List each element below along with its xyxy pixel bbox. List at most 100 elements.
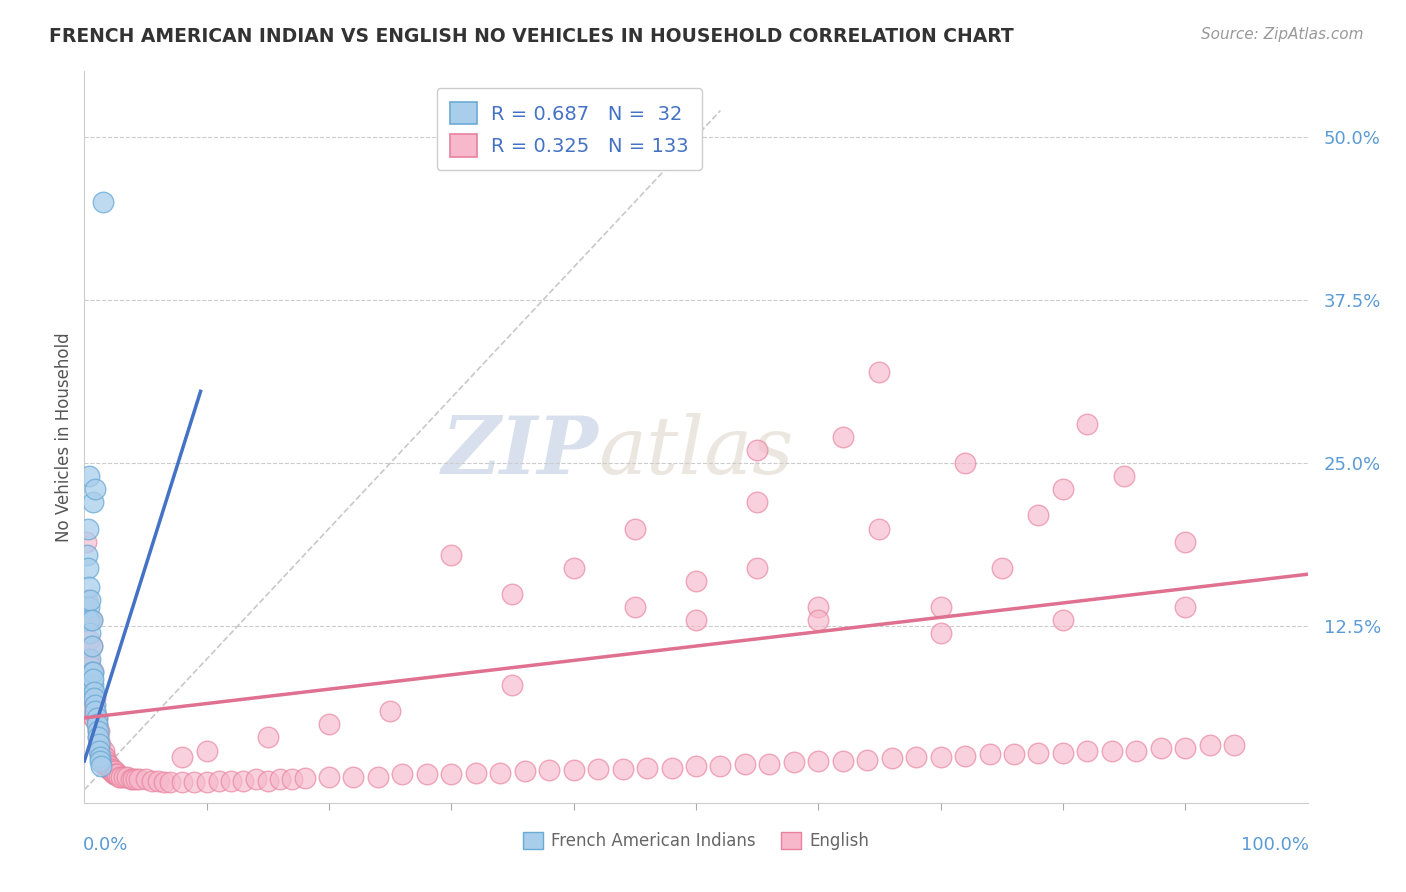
Point bbox=[87, 723, 110, 738]
Point bbox=[89, 754, 111, 768]
Point bbox=[979, 747, 1001, 762]
Point bbox=[122, 772, 145, 787]
Point bbox=[159, 775, 181, 789]
Point bbox=[734, 756, 756, 771]
Point bbox=[104, 767, 127, 781]
Point bbox=[807, 754, 830, 768]
Point bbox=[94, 756, 117, 771]
Point bbox=[1125, 743, 1147, 757]
Point bbox=[869, 521, 891, 535]
Point bbox=[685, 759, 707, 773]
Point bbox=[77, 599, 100, 614]
Point bbox=[90, 743, 112, 757]
Text: FRENCH AMERICAN INDIAN VS ENGLISH NO VEHICLES IN HOUSEHOLD CORRELATION CHART: FRENCH AMERICAN INDIAN VS ENGLISH NO VEH… bbox=[49, 27, 1014, 45]
Point bbox=[172, 775, 194, 789]
Point bbox=[101, 764, 124, 779]
Point bbox=[80, 613, 103, 627]
Point bbox=[183, 775, 205, 789]
Point bbox=[94, 750, 117, 764]
Point bbox=[83, 698, 105, 712]
Point bbox=[80, 639, 103, 653]
Point bbox=[624, 599, 647, 614]
Point bbox=[342, 770, 364, 784]
Point bbox=[153, 775, 176, 789]
Point bbox=[367, 770, 389, 784]
Point bbox=[82, 495, 104, 509]
Point bbox=[1174, 740, 1197, 755]
Point bbox=[502, 587, 524, 601]
Point bbox=[281, 772, 304, 787]
Point bbox=[87, 743, 110, 757]
Text: Source: ZipAtlas.com: Source: ZipAtlas.com bbox=[1201, 27, 1364, 42]
Text: ZIP: ZIP bbox=[441, 413, 598, 491]
Point bbox=[76, 593, 98, 607]
Point bbox=[440, 548, 463, 562]
Point bbox=[77, 469, 100, 483]
Point bbox=[105, 767, 128, 781]
Point bbox=[1174, 599, 1197, 614]
Point bbox=[513, 764, 536, 779]
Point bbox=[1076, 417, 1098, 431]
Point bbox=[636, 760, 658, 774]
Point bbox=[195, 775, 218, 789]
Point bbox=[245, 772, 267, 787]
Point bbox=[86, 717, 108, 731]
Point bbox=[97, 759, 120, 773]
Point bbox=[929, 599, 952, 614]
Point bbox=[97, 759, 120, 773]
Point bbox=[77, 613, 100, 627]
Point bbox=[82, 672, 104, 686]
Point bbox=[232, 773, 254, 788]
Point bbox=[661, 760, 683, 774]
Point bbox=[87, 723, 110, 738]
Point bbox=[77, 672, 100, 686]
Point bbox=[880, 751, 903, 765]
Point bbox=[869, 365, 891, 379]
Point bbox=[953, 456, 976, 470]
Point bbox=[1052, 613, 1074, 627]
Point bbox=[747, 495, 769, 509]
Point bbox=[1028, 508, 1050, 523]
Point bbox=[105, 767, 128, 781]
Point bbox=[128, 772, 150, 787]
Point bbox=[758, 756, 780, 771]
Y-axis label: No Vehicles in Household: No Vehicles in Household bbox=[55, 332, 73, 542]
Point bbox=[416, 767, 439, 781]
Point bbox=[612, 762, 634, 776]
Point bbox=[84, 705, 107, 719]
Point bbox=[80, 665, 103, 680]
Point bbox=[97, 762, 120, 776]
Point bbox=[110, 770, 132, 784]
Point bbox=[79, 658, 101, 673]
Point bbox=[807, 599, 830, 614]
Point bbox=[84, 705, 107, 719]
Point bbox=[905, 750, 928, 764]
Point bbox=[747, 443, 769, 458]
Point bbox=[1002, 747, 1025, 762]
Point bbox=[90, 750, 112, 764]
Point bbox=[294, 771, 316, 785]
Point bbox=[86, 717, 108, 731]
Point bbox=[856, 753, 879, 767]
Point bbox=[953, 748, 976, 763]
Point bbox=[83, 691, 105, 706]
Point bbox=[115, 770, 138, 784]
Point bbox=[1150, 740, 1173, 755]
Point bbox=[86, 711, 108, 725]
Point bbox=[77, 613, 100, 627]
Point bbox=[83, 711, 105, 725]
Point bbox=[135, 772, 157, 787]
Point bbox=[80, 639, 103, 653]
Point bbox=[709, 759, 731, 773]
Point bbox=[83, 711, 105, 725]
Point bbox=[98, 759, 121, 773]
Point bbox=[87, 731, 110, 745]
Point bbox=[96, 756, 118, 771]
Point bbox=[586, 762, 609, 776]
Point bbox=[96, 754, 118, 768]
Point bbox=[82, 665, 104, 680]
Point bbox=[685, 574, 707, 588]
Point bbox=[101, 762, 124, 776]
Point bbox=[1052, 746, 1074, 760]
Point bbox=[112, 770, 135, 784]
